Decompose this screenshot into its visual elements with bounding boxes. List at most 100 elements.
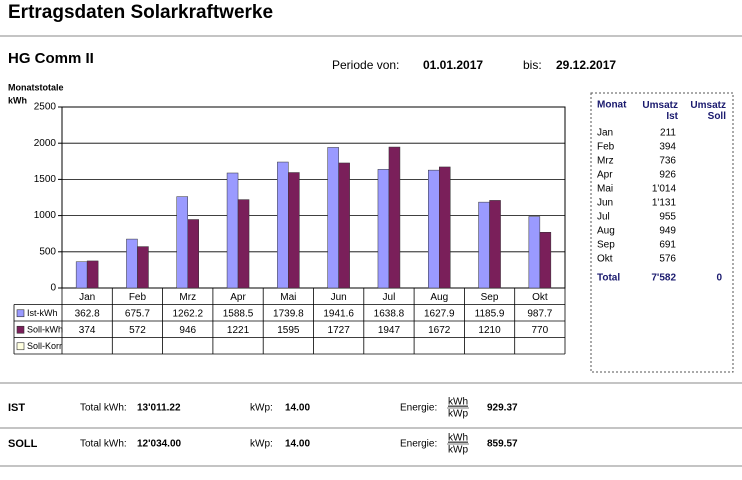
bar <box>478 201 490 289</box>
table-value: 675.7 <box>125 308 150 319</box>
side-ist: 926 <box>659 170 676 181</box>
bar <box>137 246 149 289</box>
x-tick-label: Jan <box>79 292 95 303</box>
x-tick-label: Feb <box>129 292 147 303</box>
legend-label: Ist-kWh <box>27 308 58 318</box>
legend-swatch <box>16 342 25 351</box>
bar <box>428 169 440 289</box>
y-tick-label: 2500 <box>34 102 57 113</box>
side-month: Feb <box>597 142 615 153</box>
table-value: 770 <box>532 325 549 336</box>
bar <box>388 146 401 289</box>
side-total-label: Total <box>597 273 620 284</box>
side-total-soll: 0 <box>716 273 722 284</box>
bar <box>226 172 239 289</box>
bar <box>489 200 501 289</box>
legend-swatch <box>16 325 25 334</box>
summary-energy: 859.57 <box>487 439 518 450</box>
energy-unit-den: kWp <box>448 445 468 456</box>
summary-kwp-label: kWp: <box>250 403 273 414</box>
period-from: 01.01.2017 <box>423 58 483 72</box>
side-month: Apr <box>597 170 613 181</box>
y-tick-label: 1500 <box>34 174 57 185</box>
table-value: 1627.9 <box>424 308 455 319</box>
summary-total-label: Total kWh: <box>80 403 127 414</box>
summary-label: SOLL <box>8 438 38 450</box>
side-ist: 691 <box>659 240 676 251</box>
table-value: 1947 <box>378 325 401 336</box>
table-value: 1210 <box>478 325 501 336</box>
y-tick-label: 1000 <box>34 210 57 221</box>
bar <box>176 196 188 289</box>
legend-label: Soll-kWh <box>27 325 63 335</box>
side-month: Jan <box>597 128 613 139</box>
y-tick-label: 500 <box>39 246 56 257</box>
side-month: Sep <box>597 240 615 251</box>
bar <box>86 260 99 289</box>
bar <box>288 172 300 289</box>
side-table-frame <box>590 92 734 373</box>
bar <box>187 219 199 289</box>
summary-total: 13'011.22 <box>137 403 181 414</box>
side-header: Umsatz Soll <box>690 100 726 122</box>
bar <box>75 261 88 289</box>
x-tick-label: Mai <box>280 292 296 303</box>
x-tick-label: Sep <box>481 292 499 303</box>
summary-energy-label: Energie: <box>400 439 437 450</box>
x-tick-label: Okt <box>532 292 548 303</box>
summary-total-label: Total kWh: <box>80 439 127 450</box>
table-value: 1185.9 <box>475 308 505 319</box>
summary-energy: 929.37 <box>487 403 518 414</box>
side-month: Okt <box>597 254 613 265</box>
y-axis-title: Monatstotale <box>8 82 64 92</box>
bar <box>377 169 390 289</box>
side-month: Mrz <box>597 156 614 167</box>
side-header: Monat <box>597 100 627 111</box>
table-value: 1595 <box>277 325 300 336</box>
summary-label: IST <box>8 402 25 414</box>
side-ist: 955 <box>659 212 676 223</box>
energy-unit-num: kWh <box>448 433 468 444</box>
summary-kwp: 14.00 <box>285 403 310 414</box>
table-value: 572 <box>129 325 146 336</box>
x-tick-label: Apr <box>230 292 246 303</box>
table-value: 987.7 <box>527 308 552 319</box>
table-value: 362.8 <box>75 308 100 319</box>
side-month: Jul <box>597 212 610 223</box>
side-header: Umsatz Ist <box>642 100 678 122</box>
x-tick-label: Jun <box>331 292 347 303</box>
summary-kwp-label: kWp: <box>250 439 273 450</box>
y-tick-label: 2000 <box>34 138 57 149</box>
report-title: Ertragsdaten Solarkraftwerke <box>8 2 273 23</box>
x-tick-label: Jul <box>383 292 396 303</box>
period-to: 29.12.2017 <box>556 58 616 72</box>
summary-total: 12'034.00 <box>137 439 182 450</box>
side-month: Aug <box>597 226 615 237</box>
bar <box>237 199 250 289</box>
bar <box>539 232 552 289</box>
bar <box>439 166 451 289</box>
plant-name: HG Comm II <box>8 50 94 67</box>
side-total-ist: 7'582 <box>651 273 676 284</box>
table-value: 1588.5 <box>223 308 254 319</box>
side-ist: 1'131 <box>652 198 677 209</box>
side-ist: 211 <box>660 128 676 139</box>
bar <box>327 147 339 289</box>
energy-unit-den: kWp <box>448 409 468 420</box>
side-month: Mai <box>597 184 613 195</box>
side-ist: 394 <box>659 142 676 153</box>
bar <box>528 216 541 289</box>
summary-kwp: 14.00 <box>285 439 310 450</box>
y-axis-unit: kWh <box>8 95 27 105</box>
table-value: 374 <box>79 325 96 336</box>
bar <box>277 161 289 289</box>
period-to-label: bis: <box>523 58 542 72</box>
side-ist: 949 <box>659 226 676 237</box>
table-value: 1638.8 <box>374 308 405 319</box>
energy-unit-num: kWh <box>448 397 468 408</box>
table-value: 1221 <box>227 325 250 336</box>
x-tick-label: Aug <box>430 292 448 303</box>
side-ist: 1'014 <box>652 184 677 195</box>
table-value: 1941.6 <box>323 308 354 319</box>
